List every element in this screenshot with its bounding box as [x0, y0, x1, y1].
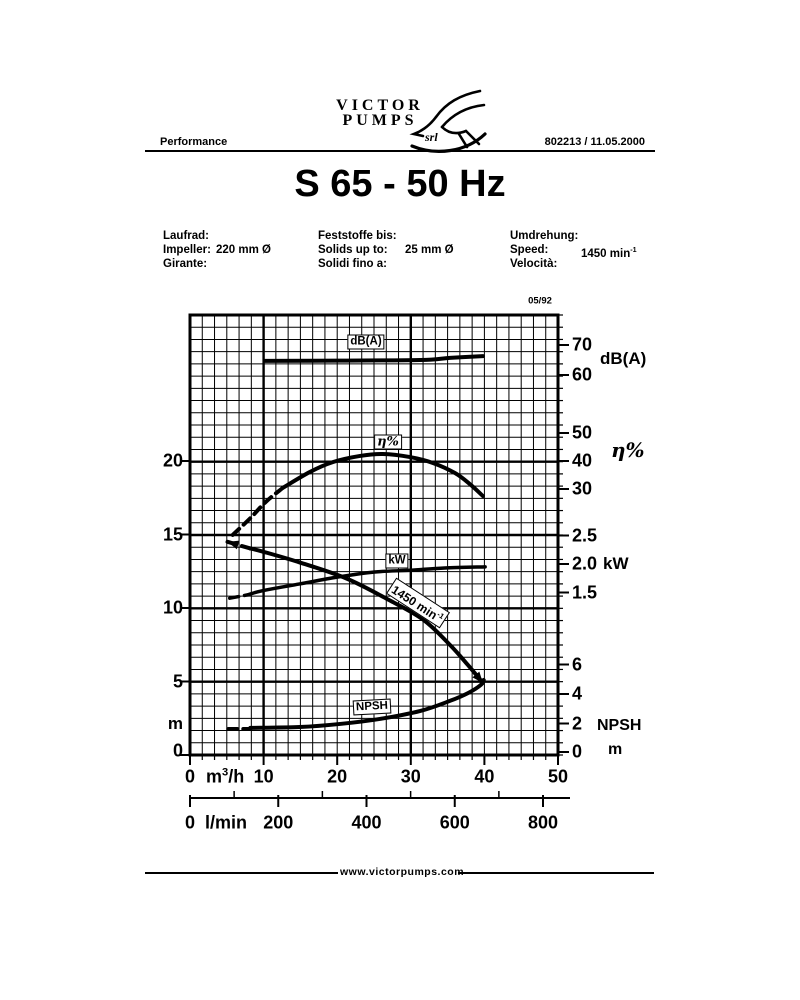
head-curve-1450 — [248, 546, 485, 685]
left-axis-tick-label: 5 — [172, 671, 183, 691]
right-axis-tick-label-npsh: 4 — [572, 683, 583, 704]
chart-edition-label: 05/92 — [528, 295, 552, 307]
x-axis-tick-label-lmin: 0 — [184, 812, 196, 833]
x-axis-tick-label-m3h: 10 — [253, 766, 274, 787]
x-axis-tick-label-m3h: 20 — [327, 766, 348, 787]
spec-solids-label-it: Solidi fino a: — [318, 258, 387, 270]
spec-impeller-value: 220 mm Ø — [216, 244, 271, 256]
spec-impeller-label-it: Girante: — [163, 258, 208, 270]
right-axis-tick-label-power: 1.5 — [572, 582, 598, 602]
x-axis-unit-m3h: m3/h — [206, 766, 245, 787]
footer-url: www.victorpumps.com — [340, 866, 465, 878]
x-axis-tick-label-m3h: 0 — [184, 766, 196, 787]
power-curve-dashed — [227, 593, 250, 600]
power-curve — [246, 565, 487, 597]
left-axis-unit-m: m — [167, 714, 183, 733]
x-axis-tick-label-lmin: 600 — [439, 812, 470, 833]
header-rule — [145, 150, 655, 152]
x-axis-tick-label-m3h: 30 — [400, 766, 421, 787]
spec-solids-label-en: Solids up to: — [318, 244, 388, 256]
goose-logo-icon — [409, 89, 487, 153]
npsh-curve — [248, 677, 486, 730]
left-axis-tick-label: 0 — [172, 740, 183, 761]
right-axis-unit-kw: kW — [603, 554, 629, 573]
footer-rule-left — [145, 872, 338, 874]
right-axis-tick-label-noise: 60 — [572, 364, 593, 385]
left-axis-tick-label: 15 — [162, 524, 183, 544]
efficiency-curve — [280, 451, 485, 498]
logo-line2: PUMPS — [342, 112, 418, 129]
x-axis-unit-lmin: l/min — [205, 812, 248, 833]
npsh-curve-label: NPSH — [352, 698, 392, 716]
right-axis-unit-npsh-m: m — [608, 741, 623, 758]
spec-speed-label-it: Velocità: — [510, 258, 558, 270]
page-title: S 65 - 50 Hz — [294, 163, 506, 205]
noise-curve-label: dB(A) — [347, 334, 385, 350]
right-axis-tick-label-power: 2.5 — [572, 525, 598, 545]
spec-speed-value: 1450 min-1 — [581, 246, 637, 260]
right-axis-unit-npsh: NPSH — [597, 717, 642, 734]
spec-speed-label-de: Umdrehung: — [510, 230, 579, 242]
header-doc-number: 802213 / 11.05.2000 — [544, 136, 645, 148]
x-axis-tick-label-m3h: 50 — [547, 766, 569, 787]
right-axis-tick-label-efficiency: 40 — [572, 450, 593, 471]
right-axis-tick-label-power: 2.0 — [572, 553, 598, 574]
right-axis-tick-label-npsh: 2 — [572, 713, 583, 733]
power-curve-label: kW — [385, 553, 409, 569]
spec-impeller-label-en: Impeller: — [163, 244, 211, 256]
x-axis-tick-label-lmin: 200 — [263, 812, 294, 833]
victor-pumps-logo-text: VICTOR PUMPS — [328, 97, 432, 129]
right-axis-tick-label-npsh: 6 — [572, 654, 583, 674]
left-axis-tick-label: 20 — [162, 450, 183, 471]
efficiency-curve-label: η% — [374, 434, 402, 450]
spec-speed-label-en: Speed: — [510, 244, 549, 256]
left-axis-tick-label: 10 — [162, 597, 183, 618]
x-axis-tick-label-lmin: 400 — [351, 812, 382, 833]
noise-curve — [263, 354, 485, 363]
x-axis-tick-label-lmin: 800 — [527, 812, 559, 833]
right-axis-unit-eta: η% — [611, 438, 645, 462]
right-axis-tick-label-efficiency: 50 — [572, 422, 593, 443]
right-axis-tick-label-npsh: 0 — [572, 741, 583, 762]
x-axis-tick-label-m3h: 40 — [474, 766, 495, 787]
spec-solids-value: 25 mm Ø — [405, 244, 454, 256]
logo-srl-text: srl — [425, 130, 438, 144]
spec-solids-label-de: Feststoffe bis: — [318, 230, 397, 242]
spec-impeller-label-de: Laufrad: — [163, 230, 209, 242]
right-axis-unit-dba: dB(A) — [600, 349, 647, 368]
right-axis-tick-label-noise: 70 — [572, 334, 593, 355]
header-performance-label: Performance — [160, 136, 228, 148]
efficiency-curve-dashed — [230, 485, 285, 537]
footer-rule-right — [458, 872, 654, 874]
logo-line1: VICTOR — [336, 97, 424, 114]
right-axis-tick-label-efficiency: 30 — [572, 478, 593, 499]
